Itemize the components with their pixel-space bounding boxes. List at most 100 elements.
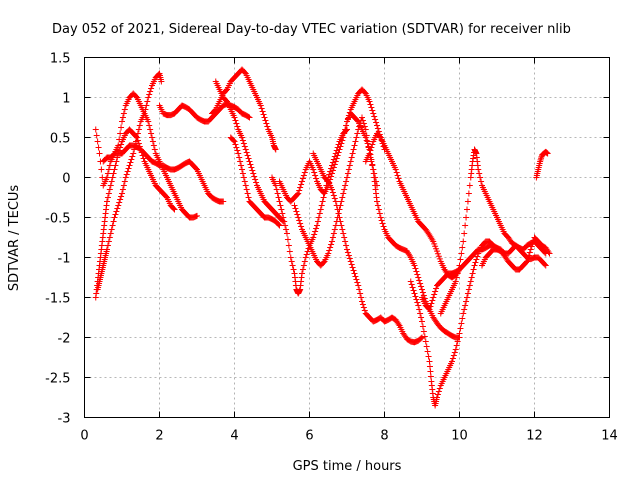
data-point bbox=[340, 190, 347, 197]
data-point bbox=[377, 214, 384, 221]
data-point bbox=[346, 162, 353, 169]
data-point bbox=[232, 141, 239, 148]
data-point bbox=[458, 320, 465, 327]
data-point bbox=[276, 222, 283, 229]
data-point bbox=[234, 123, 241, 130]
data-point bbox=[339, 226, 346, 233]
data-point bbox=[289, 262, 296, 269]
data-point bbox=[428, 300, 435, 307]
data-point bbox=[359, 117, 366, 124]
data-point bbox=[359, 114, 365, 121]
data-point bbox=[417, 310, 424, 317]
data-point bbox=[456, 262, 463, 269]
data-point bbox=[413, 296, 420, 303]
x-tick-label: 2 bbox=[155, 429, 163, 444]
data-point bbox=[125, 165, 132, 172]
x-tick-label: 14 bbox=[601, 429, 618, 444]
data-point bbox=[341, 130, 348, 137]
data-point bbox=[278, 206, 285, 213]
data-point bbox=[361, 123, 368, 130]
data-point bbox=[348, 261, 355, 268]
data-point bbox=[239, 170, 246, 177]
data-point bbox=[464, 198, 471, 205]
data-point bbox=[395, 175, 402, 182]
series-arc-5 bbox=[156, 100, 253, 125]
data-point bbox=[419, 334, 425, 341]
data-point bbox=[342, 238, 349, 245]
data-point bbox=[302, 254, 309, 261]
data-point bbox=[337, 143, 344, 150]
series-arc-2 bbox=[92, 126, 178, 301]
data-point bbox=[418, 314, 425, 321]
data-point bbox=[113, 208, 120, 215]
data-point bbox=[462, 222, 469, 229]
data-point bbox=[112, 162, 119, 169]
data-point bbox=[317, 206, 324, 213]
data-point bbox=[264, 123, 271, 130]
data-point bbox=[546, 250, 553, 257]
data-point bbox=[140, 155, 147, 162]
data-point bbox=[366, 98, 373, 105]
data-point bbox=[253, 179, 260, 186]
data-point bbox=[461, 306, 468, 313]
data-point bbox=[455, 266, 462, 273]
data-point bbox=[274, 190, 281, 197]
data-point bbox=[330, 164, 337, 171]
data-point bbox=[430, 294, 437, 301]
data-point bbox=[108, 226, 115, 233]
data-point bbox=[128, 156, 135, 163]
data-point bbox=[347, 158, 354, 165]
data-point bbox=[262, 117, 269, 124]
data-point bbox=[129, 153, 136, 160]
data-point bbox=[246, 114, 253, 121]
data-point bbox=[330, 192, 337, 199]
data-point bbox=[526, 249, 533, 256]
data-point bbox=[392, 166, 399, 173]
data-point bbox=[380, 223, 387, 230]
data-point bbox=[241, 178, 248, 185]
data-point bbox=[134, 130, 141, 137]
data-point bbox=[368, 144, 375, 151]
data-point bbox=[118, 141, 125, 148]
data-point bbox=[111, 214, 118, 221]
data-point bbox=[350, 267, 357, 274]
data-point bbox=[288, 258, 295, 265]
data-point bbox=[245, 113, 252, 120]
data-point bbox=[329, 234, 336, 241]
data-point bbox=[471, 262, 478, 269]
data-point bbox=[297, 220, 304, 227]
data-point bbox=[299, 266, 306, 273]
data-point bbox=[464, 290, 471, 297]
data-point bbox=[104, 194, 111, 201]
data-point bbox=[98, 166, 105, 173]
data-point bbox=[332, 198, 339, 205]
data-point bbox=[353, 276, 360, 283]
data-point bbox=[231, 114, 238, 121]
data-point bbox=[542, 262, 549, 269]
data-point bbox=[106, 162, 113, 169]
data-point bbox=[411, 290, 418, 297]
data-point bbox=[331, 161, 338, 168]
data-point bbox=[355, 282, 362, 289]
series-arc-17 bbox=[437, 146, 549, 317]
series-arc-8 bbox=[227, 134, 283, 229]
data-point bbox=[528, 243, 535, 250]
data-point bbox=[463, 214, 470, 221]
series-arc-3 bbox=[94, 70, 165, 293]
data-point bbox=[435, 253, 442, 260]
data-point bbox=[277, 202, 284, 209]
data-point bbox=[459, 315, 466, 322]
data-point bbox=[313, 175, 320, 182]
data-point bbox=[457, 256, 464, 263]
data-point bbox=[126, 162, 133, 169]
data-point bbox=[427, 303, 434, 310]
data-point bbox=[119, 190, 125, 197]
data-point bbox=[369, 161, 376, 168]
data-point bbox=[331, 226, 338, 233]
data-point bbox=[287, 254, 294, 261]
data-point bbox=[329, 170, 335, 177]
data-point bbox=[433, 285, 440, 292]
data-point bbox=[333, 155, 340, 162]
data-point bbox=[331, 195, 338, 202]
data-point bbox=[247, 161, 254, 168]
